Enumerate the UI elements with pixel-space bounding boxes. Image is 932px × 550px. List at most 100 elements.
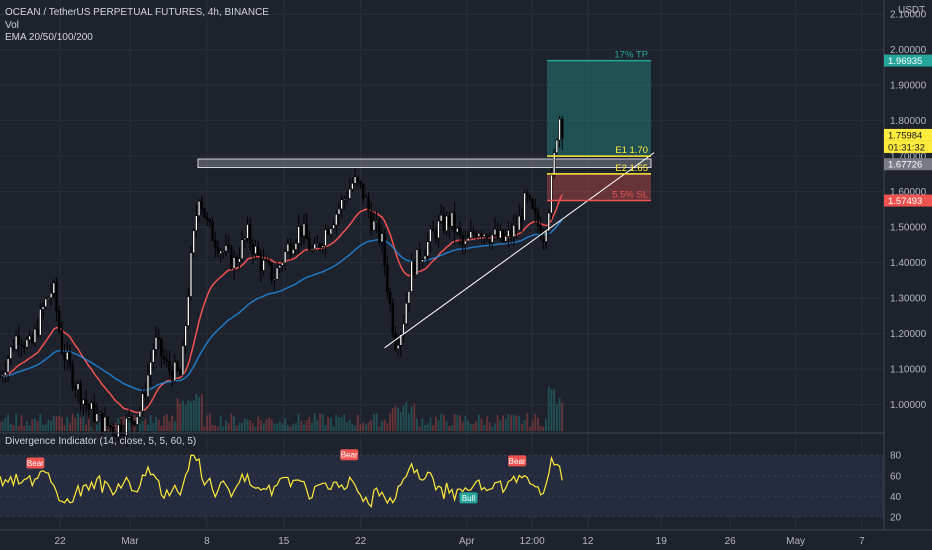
trendline-layer — [384, 152, 655, 349]
volume-bar — [338, 417, 340, 431]
candle-body — [95, 413, 99, 422]
candle-body — [22, 345, 26, 348]
candle-body — [469, 231, 472, 239]
candle-body — [82, 399, 85, 405]
candle-body — [243, 237, 247, 240]
candle-body — [324, 229, 327, 247]
volume-bar — [399, 412, 402, 431]
volume-bar — [60, 417, 63, 431]
candle-body — [512, 225, 516, 237]
volume-bar — [82, 413, 85, 431]
volume-bar — [184, 404, 187, 431]
grid-lines — [0, 0, 884, 530]
volume-bar — [211, 424, 214, 431]
volume-bar — [456, 414, 459, 431]
osc-tick-label: 40 — [890, 492, 902, 503]
candle-body — [267, 260, 271, 264]
volume-bar — [278, 421, 281, 431]
volume-bar — [235, 425, 238, 431]
time-tick-label: 7 — [859, 536, 865, 547]
candle-body — [348, 188, 351, 199]
volume-bar — [354, 425, 357, 431]
candle-body — [49, 292, 53, 299]
legend-ema[interactable]: EMA 20/50/100/200 — [5, 32, 93, 43]
profit-zone — [547, 60, 651, 157]
time-axis[interactable]: 22 Mar 8 15 22 Apr 12:00 12 19 26 May 7 — [55, 536, 866, 547]
price-tick-label: 2.10000 — [890, 10, 927, 21]
volume-bar — [432, 425, 435, 431]
candle-body — [520, 215, 524, 221]
volume-bar — [286, 425, 289, 431]
volume-bar — [160, 425, 163, 431]
legend-vol[interactable]: Vol — [5, 20, 19, 31]
stop-loss-label: 5.5% SL — [612, 190, 648, 201]
price-badge — [884, 158, 932, 171]
volume-bar — [1, 421, 4, 431]
volume-bar — [176, 398, 179, 431]
volume-bar — [171, 415, 174, 431]
candle-body — [144, 393, 147, 398]
time-tick-label: 26 — [725, 536, 737, 547]
trade-zones — [197, 60, 652, 201]
volume-bar — [74, 418, 77, 431]
candle-body — [20, 344, 23, 347]
candle-body — [396, 345, 400, 350]
candle-body — [165, 359, 169, 362]
chart-title[interactable]: OCEAN / TetherUS PERPETUAL FUTURES, 4h, … — [5, 7, 269, 18]
candle-body — [146, 374, 150, 398]
volume-bar — [461, 421, 464, 431]
volume-bar — [173, 421, 176, 431]
volume-bar — [394, 405, 397, 431]
candle-body — [407, 291, 411, 304]
candle-body — [310, 248, 314, 251]
volume-bar — [9, 423, 12, 431]
candle-body — [55, 282, 58, 312]
volume-bar — [402, 405, 405, 431]
volume-bar — [15, 413, 18, 431]
volume-bar — [85, 424, 88, 431]
candle-body — [345, 198, 349, 200]
candle-body — [329, 228, 333, 235]
volume-bar — [63, 425, 66, 431]
candle-body — [259, 254, 263, 271]
price-axis[interactable]: 2.10000 2.00000 1.90000 1.80000 1.70000 1.600… — [890, 10, 927, 524]
candle-body — [442, 214, 446, 231]
price-tick-label: 1.00000 — [890, 400, 927, 411]
volume-bar — [155, 417, 157, 431]
candle-body — [461, 235, 464, 245]
candle-body — [316, 243, 319, 246]
candle-body — [68, 351, 72, 365]
candle-body — [278, 265, 282, 269]
candle-body — [517, 215, 521, 231]
candle-body — [375, 220, 378, 223]
candle-body — [560, 118, 564, 139]
volume-bar — [20, 415, 23, 431]
volume-bar — [448, 426, 451, 431]
price-tick-label: 1.50000 — [890, 223, 927, 234]
divergence-marker-label: Bear — [27, 459, 44, 468]
price-axis-unit: USDT — [898, 5, 925, 16]
candle-body — [367, 197, 370, 212]
candle-body — [76, 383, 80, 391]
candle-body — [536, 213, 540, 227]
volume-bar — [66, 416, 69, 431]
volume-bar — [375, 413, 378, 431]
volume-bar — [168, 421, 171, 431]
entry-1-label: E1 1.70 — [615, 145, 648, 156]
candle-body — [203, 208, 206, 218]
volume-bar — [294, 423, 297, 431]
volume-bar — [42, 424, 44, 431]
candle-body — [173, 362, 177, 382]
time-tick-label: 8 — [204, 536, 210, 547]
volume-bar — [284, 418, 287, 431]
oscillator-title[interactable]: Divergence Indicator (14, close, 5, 5, 6… — [5, 436, 196, 447]
candle-body — [154, 337, 158, 350]
volume-bar — [98, 422, 101, 431]
volume-bar — [389, 412, 391, 431]
volume-bar — [206, 415, 209, 431]
candle-body — [6, 358, 10, 373]
volume-bar — [311, 423, 313, 431]
volume-bar — [69, 423, 71, 431]
time-tick-label: 15 — [278, 536, 290, 547]
